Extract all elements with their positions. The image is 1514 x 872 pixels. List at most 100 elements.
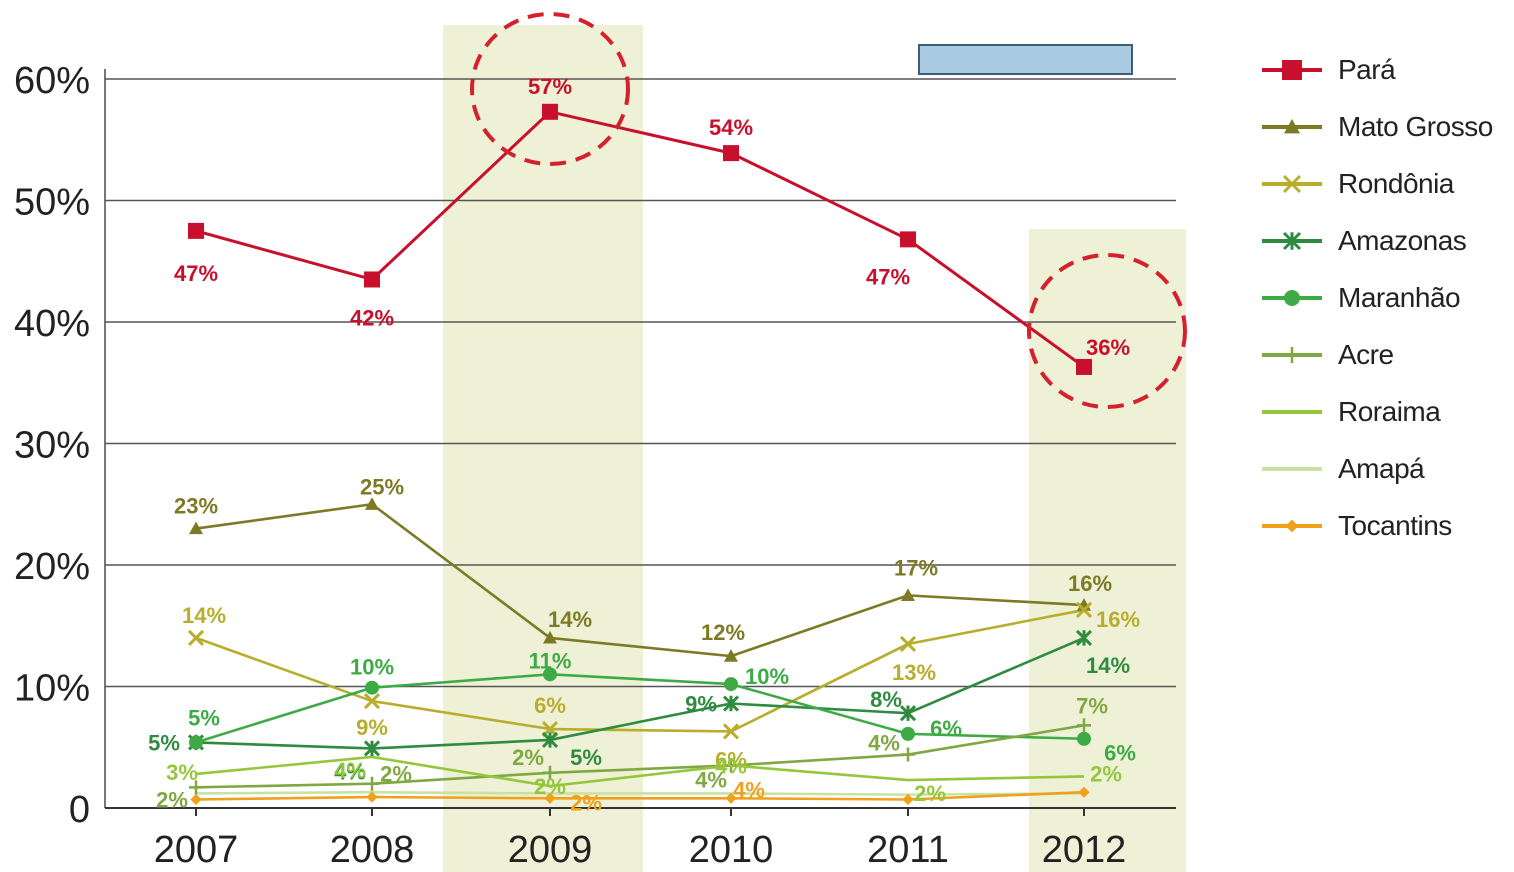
marker xyxy=(722,695,740,712)
legend-label: Maranhão xyxy=(1338,282,1461,313)
marker xyxy=(544,792,556,804)
marker xyxy=(365,680,379,695)
y-tick-label: 0 xyxy=(69,789,90,831)
legend-item: Roraima xyxy=(1256,392,1514,449)
data-label: 4% xyxy=(868,731,900,756)
series-line xyxy=(195,110,1085,369)
data-label: 2% xyxy=(570,790,602,815)
data-label: 11% xyxy=(529,648,572,673)
highlight-bands xyxy=(443,25,1186,872)
marker xyxy=(724,677,738,692)
data-label: 8% xyxy=(870,687,902,712)
blue-box xyxy=(918,44,1133,75)
data-label: 25% xyxy=(360,474,404,499)
marker xyxy=(1284,119,1300,134)
legend-swatch xyxy=(1262,174,1322,194)
legend-label: Amazonas xyxy=(1338,225,1467,256)
data-label: 4% xyxy=(695,767,727,792)
legend-item: Maranhão xyxy=(1256,278,1514,335)
legend-item: Acre xyxy=(1256,335,1514,392)
data-label: 12% xyxy=(701,620,745,645)
marker xyxy=(1077,731,1091,746)
legend-label: Roraima xyxy=(1338,396,1441,427)
data-label: 4% xyxy=(733,777,765,802)
data-label: 10% xyxy=(350,655,394,680)
legend-item: Mato Grosso xyxy=(1256,107,1514,164)
marker xyxy=(1077,718,1091,733)
marker xyxy=(189,521,203,535)
legend-label: Acre xyxy=(1338,339,1394,370)
data-label: 14% xyxy=(548,607,592,632)
legend-label: Amapá xyxy=(1338,453,1425,484)
marker xyxy=(366,791,378,803)
marker xyxy=(901,588,915,601)
marker xyxy=(189,735,203,750)
legend: Pará Mato Grosso Rondônia Amazonas Maranhão A… xyxy=(1256,50,1514,563)
y-tick-label: 50% xyxy=(14,182,90,224)
marker xyxy=(899,705,917,722)
marker xyxy=(901,747,915,762)
marker xyxy=(365,776,379,791)
series-line xyxy=(195,636,1085,750)
marker xyxy=(364,271,380,288)
data-label: 2% xyxy=(534,774,566,799)
marker xyxy=(541,731,559,749)
data-label: 14% xyxy=(1086,653,1130,678)
marker xyxy=(1282,231,1302,251)
data-label: 2% xyxy=(512,745,544,770)
marker xyxy=(365,497,379,510)
marker xyxy=(188,222,204,239)
marker xyxy=(901,726,915,741)
data-label: 4% xyxy=(334,759,366,784)
data-label: 4% xyxy=(334,758,366,783)
series-line xyxy=(195,790,1085,801)
y-tick-label: 10% xyxy=(14,668,90,710)
data-label: 5% xyxy=(570,745,602,770)
series-line xyxy=(195,724,1085,789)
data-label: 17% xyxy=(894,555,938,580)
x-tick-label: 2012 xyxy=(1042,829,1127,871)
legend-label: Rondônia xyxy=(1338,168,1454,199)
y-tick-label: 20% xyxy=(14,546,90,588)
marker xyxy=(900,231,916,248)
legend-item: Rondônia xyxy=(1256,164,1514,221)
data-label: 10% xyxy=(745,664,789,689)
data-label: 9% xyxy=(356,715,388,740)
legend-item: Tocantins xyxy=(1256,506,1514,563)
x-tick-label: 2008 xyxy=(330,829,415,871)
marker xyxy=(1285,519,1299,533)
y-axis: 0 10% 20% 30% 40% 50% 60% xyxy=(14,60,90,831)
data-label: 6% xyxy=(930,716,962,741)
marker xyxy=(1075,629,1093,646)
series-lines xyxy=(195,110,1085,801)
data-label: 2% xyxy=(156,787,188,812)
legend-label: Mato Grosso xyxy=(1338,111,1493,142)
marker xyxy=(902,793,914,806)
y-tick-label: 40% xyxy=(14,303,90,345)
highlight-band-2012 xyxy=(1029,229,1186,872)
data-label: 4% xyxy=(715,753,747,778)
series-line xyxy=(195,502,1085,658)
data-label: 23% xyxy=(174,494,218,519)
highlight-circle-2012 xyxy=(1027,253,1187,409)
data-label: 6% xyxy=(1104,741,1136,766)
data-label: 7% xyxy=(1076,693,1108,718)
data-label: 36% xyxy=(1086,335,1130,360)
data-label: 13% xyxy=(892,660,936,685)
marker xyxy=(190,793,202,806)
data-label: 47% xyxy=(866,264,910,289)
marker xyxy=(1282,60,1302,80)
marker xyxy=(1284,290,1300,306)
legend-swatch xyxy=(1262,231,1322,251)
marker xyxy=(1076,358,1092,375)
marker xyxy=(542,103,558,120)
legend-item: Pará xyxy=(1256,50,1514,107)
marker xyxy=(187,629,205,646)
data-label: 5% xyxy=(148,730,180,755)
marker xyxy=(543,630,557,644)
data-label: 2% xyxy=(1090,761,1122,786)
legend-item: Amapá xyxy=(1256,449,1514,506)
series-line xyxy=(195,755,1085,788)
legend-item: Amazonas xyxy=(1256,221,1514,278)
x-axis: 2007 2008 2009 2010 2011 2012 xyxy=(154,808,1127,871)
